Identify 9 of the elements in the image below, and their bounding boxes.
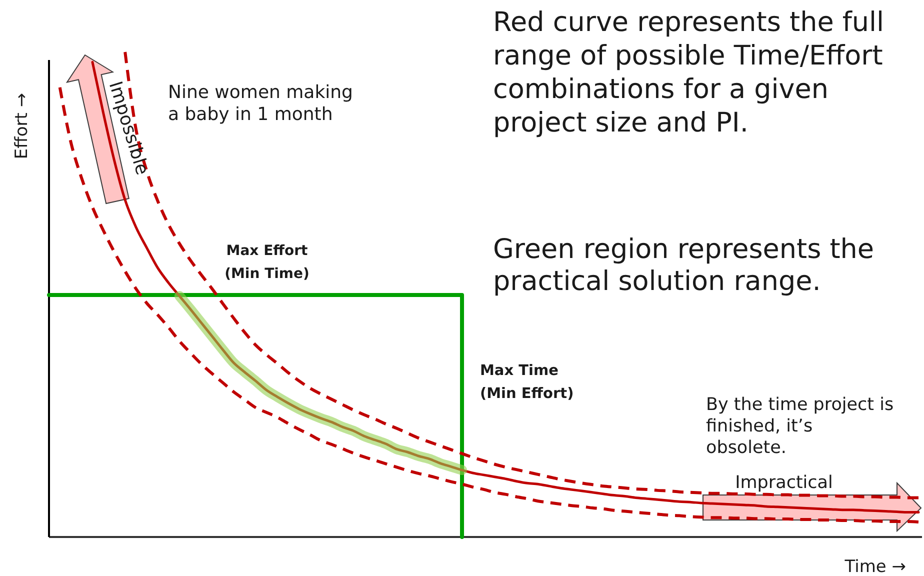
annotation: By the time project is finished, it’s obsolete. (706, 395, 894, 458)
y-axis-title: Effort → (12, 92, 32, 160)
annotation: Green region represents the practical solution range. (493, 234, 874, 297)
annotation: Max Effort (Min Time) (224, 243, 310, 282)
annotation: Max Time (Min Effort) (480, 363, 574, 402)
annotation: Nine women making a baby in 1 month (168, 82, 353, 125)
x-axis-title: Time → (844, 557, 906, 576)
annotation: Impractical (735, 473, 833, 493)
annotation: Red curve represents the full range of possible Time/Effort combinations for a given project size and PI. (493, 7, 884, 138)
